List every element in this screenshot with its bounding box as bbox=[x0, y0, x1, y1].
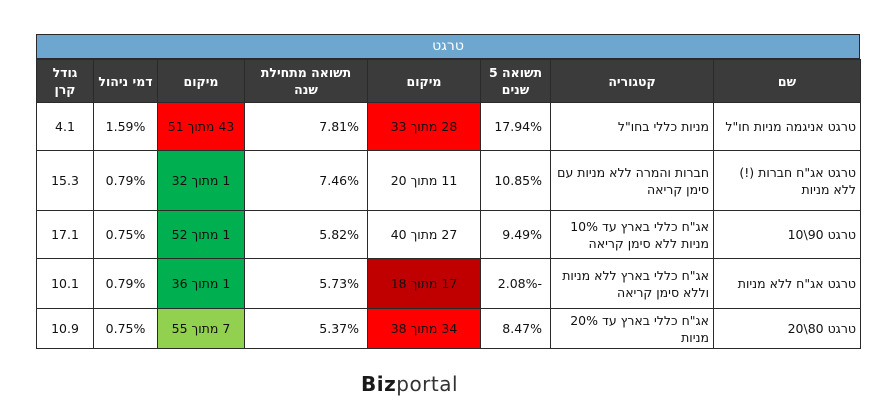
header-category: קטגוריה bbox=[550, 59, 714, 103]
fund-category: מניות כללי בחו"ל bbox=[550, 102, 714, 151]
fund-size: 10.1 bbox=[36, 258, 94, 309]
header-rank-ytd: מיקום bbox=[157, 59, 245, 103]
rank-ytd: 1 מתוך 32 bbox=[157, 150, 245, 211]
table-row: טרגט 80\20 אג"ח כללי בארץ עד 20% מניות 8… bbox=[36, 308, 861, 349]
fund-category: חברות והמרה ללא מניות עם סימן קריאה bbox=[550, 150, 714, 211]
rank-5y: 28 מתוך 33 bbox=[367, 102, 481, 151]
return-5y: -2.08% bbox=[480, 258, 551, 309]
return-ytd: 5.73% bbox=[244, 258, 368, 309]
fund-name: טרגט 90\10 bbox=[713, 210, 861, 259]
return-ytd: 5.37% bbox=[244, 308, 368, 349]
header-row: שם קטגוריה תשואה 5 שנים מיקום תשואה מתחי… bbox=[36, 59, 861, 103]
fund-name: טרגט אניגמה מניות חו"ל bbox=[713, 102, 861, 151]
fund-size: 17.1 bbox=[36, 210, 94, 259]
header-name: שם bbox=[713, 59, 861, 103]
management-fee: 0.79% bbox=[93, 258, 158, 309]
header-return-5y: תשואה 5 שנים bbox=[480, 59, 551, 103]
rank-ytd: 7 מתוך 55 bbox=[157, 308, 245, 349]
header-management-fee: דמי ניהול bbox=[93, 59, 158, 103]
management-fee: 1.59% bbox=[93, 102, 158, 151]
return-5y: 17.94% bbox=[480, 102, 551, 151]
fund-table-container: טרגט שם קטגוריה תשואה 5 שנים מיקום תשואה… bbox=[36, 34, 861, 349]
return-ytd: 7.46% bbox=[244, 150, 368, 211]
fund-size: 4.1 bbox=[36, 102, 94, 151]
fund-name: טרגט אג"ח ללא מניות bbox=[713, 258, 861, 309]
return-ytd: 5.82% bbox=[244, 210, 368, 259]
logo-bold-text: Biz bbox=[361, 372, 397, 396]
fund-comparison-table: שם קטגוריה תשואה 5 שנים מיקום תשואה מתחי… bbox=[36, 59, 861, 349]
rank-5y: 11 מתוך 20 bbox=[367, 150, 481, 211]
header-rank-5y: מיקום bbox=[367, 59, 481, 103]
rank-ytd: 1 מתוך 36 bbox=[157, 258, 245, 309]
table-row: טרגט אג"ח ללא מניות אג"ח כללי בארץ ללא מ… bbox=[36, 258, 861, 309]
table-row: טרגט אניגמה מניות חו"ל מניות כללי בחו"ל … bbox=[36, 102, 861, 151]
rank-ytd: 1 מתוך 52 bbox=[157, 210, 245, 259]
management-fee: 0.75% bbox=[93, 210, 158, 259]
fund-size: 10.9 bbox=[36, 308, 94, 349]
fund-category: אג"ח כללי בארץ עד 10% מניות ללא סימן קרי… bbox=[550, 210, 714, 259]
bizportal-logo: Bizportal bbox=[361, 372, 536, 396]
table-row: טרגט 90\10 אג"ח כללי בארץ עד 10% מניות ל… bbox=[36, 210, 861, 259]
return-ytd: 7.81% bbox=[244, 102, 368, 151]
fund-size: 15.3 bbox=[36, 150, 94, 211]
rank-5y: 17 מתוך 18 bbox=[367, 258, 481, 309]
fund-category: אג"ח כללי בארץ עד 20% מניות bbox=[550, 308, 714, 349]
rank-5y: 27 מתוך 40 bbox=[367, 210, 481, 259]
table-title: טרגט bbox=[36, 34, 860, 59]
logo-text: portal bbox=[396, 372, 459, 396]
header-fund-size: גודל קרן bbox=[36, 59, 94, 103]
management-fee: 0.79% bbox=[93, 150, 158, 211]
rank-5y: 34 מתוך 38 bbox=[367, 308, 481, 349]
header-return-ytd: תשואה מתחילת שנה bbox=[244, 59, 368, 103]
table-row: טרגט אג"ח חברות (!) ללא מניות חברות והמר… bbox=[36, 150, 861, 211]
return-5y: 8.47% bbox=[480, 308, 551, 349]
return-5y: 9.49% bbox=[480, 210, 551, 259]
management-fee: 0.75% bbox=[93, 308, 158, 349]
fund-name: טרגט אג"ח חברות (!) ללא מניות bbox=[713, 150, 861, 211]
fund-name: טרגט 80\20 bbox=[713, 308, 861, 349]
rank-ytd: 43 מתוך 51 bbox=[157, 102, 245, 151]
fund-category: אג"ח כללי בארץ ללא מניות וללא סימן קריאה bbox=[550, 258, 714, 309]
return-5y: 10.85% bbox=[480, 150, 551, 211]
